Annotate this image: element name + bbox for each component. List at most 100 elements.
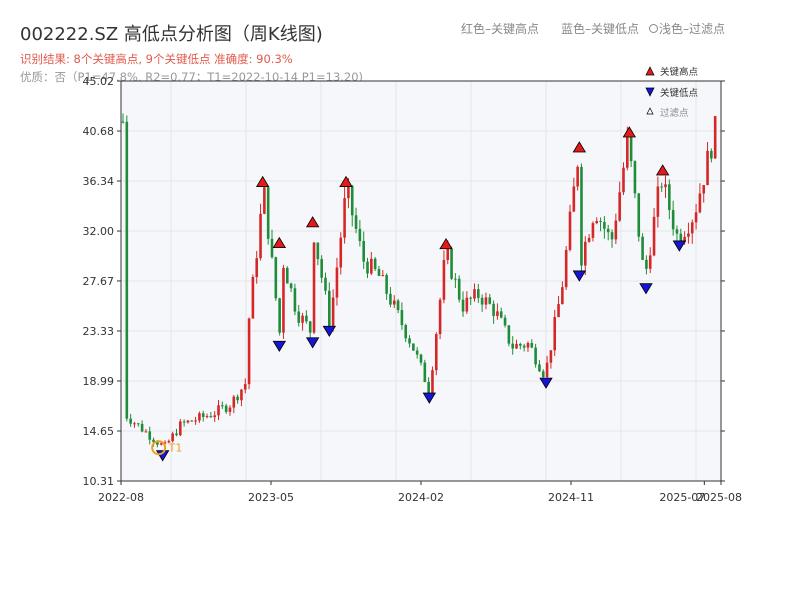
candle-body [404, 325, 408, 339]
candle-body [186, 420, 190, 423]
candle-body [484, 297, 488, 305]
candle-body [526, 343, 530, 348]
legend-low-label: 关键低点 [660, 87, 699, 99]
candle-body [201, 413, 205, 417]
x-tick-label: 2025-08 [696, 491, 742, 504]
legend-blue-text: 蓝色–关键低点 [561, 22, 640, 36]
candle-body [557, 304, 560, 318]
candle-body [671, 210, 675, 230]
candle-body [603, 221, 606, 229]
candle-body [648, 255, 652, 269]
t1-circle-marker [151, 440, 167, 456]
candle-body [668, 184, 671, 211]
candle-body [423, 362, 427, 382]
candle-body [702, 185, 706, 194]
candle-body [282, 267, 285, 333]
y-tick-label: 18.99 [83, 375, 115, 388]
candle-body [232, 396, 236, 408]
legend-filter-label: 浅色–过滤点 [659, 22, 726, 36]
legend-high-label: 关键高点 [660, 66, 699, 78]
candle-body [377, 269, 381, 276]
candle-body [534, 347, 537, 365]
legend-filter-label: 过滤点 [660, 107, 689, 119]
candle-body [641, 236, 644, 260]
candle-body [217, 405, 220, 416]
candle-body [121, 121, 125, 123]
candle-body [350, 185, 354, 216]
x-tick-label: 2024-11 [548, 491, 594, 504]
candle-body [293, 288, 297, 312]
legend-filter-text: 浅色–过滤点 [649, 20, 725, 37]
candle-body [148, 431, 152, 440]
candle-body [553, 317, 557, 351]
candle-body [308, 321, 312, 333]
key-low-marker [539, 377, 553, 389]
key-low-marker [272, 340, 287, 352]
key-low-marker [672, 240, 687, 252]
candle-body [240, 389, 243, 401]
candle-body [541, 371, 545, 378]
candle-body [690, 222, 694, 234]
key-high-marker [255, 175, 270, 187]
candle-body [343, 198, 346, 238]
candle-body [656, 186, 660, 217]
candle-body [400, 310, 404, 326]
candle-body [339, 237, 343, 268]
candle-body [652, 216, 656, 256]
candle-body [618, 192, 621, 221]
key-high-marker [622, 126, 637, 138]
candle-body [492, 303, 495, 316]
candle-body [213, 415, 216, 418]
candle-body [465, 297, 469, 312]
candle-body [297, 311, 301, 323]
x-tick-label: 2023-05 [248, 491, 294, 504]
candle-body [392, 300, 396, 305]
candle-body [610, 232, 614, 240]
key-low-marker [572, 270, 587, 282]
candle-body [243, 384, 247, 390]
candle-body [415, 350, 419, 355]
candle-body [362, 241, 365, 262]
y-tick-label: 14.65 [83, 425, 115, 438]
key-high-marker [655, 164, 670, 176]
candle-body [687, 233, 690, 237]
candle-body [312, 242, 316, 333]
candle-body [412, 343, 415, 351]
candle-body [190, 420, 194, 422]
legend-filter-icon [646, 107, 654, 115]
candle-body [285, 267, 289, 284]
candle-body [159, 443, 163, 445]
candle-body [499, 311, 503, 318]
candle-body [228, 407, 232, 412]
filter-circle-icon [649, 24, 658, 33]
candle-body [163, 442, 167, 444]
candle-body [408, 338, 411, 344]
candle-body [461, 299, 465, 312]
candle-body [660, 186, 663, 188]
candle-body [324, 277, 327, 291]
candle-body [385, 275, 388, 294]
candle-body [503, 317, 507, 326]
candle-body [427, 381, 430, 394]
candle-body [519, 343, 522, 346]
candle-body [434, 334, 438, 371]
candle-body [629, 136, 633, 162]
candle-body [263, 187, 266, 214]
candle-body [125, 121, 129, 419]
candle-body [549, 350, 553, 363]
result-summary: 识别结果: 8个关键高点, 9个关键低点 准确度: 90.3% [20, 52, 293, 66]
key-high-marker [339, 175, 353, 187]
candle-body [473, 289, 476, 299]
candle-body [645, 259, 648, 269]
candle-body [136, 423, 140, 425]
candle-body [236, 396, 239, 401]
candle-body [179, 421, 182, 436]
candle-body [530, 343, 534, 348]
candle-body [205, 416, 209, 418]
y-tick-label: 45.02 [83, 75, 115, 88]
candle-body [144, 431, 148, 433]
candle-body [713, 116, 717, 159]
candle-body [316, 242, 320, 260]
candle-body [614, 220, 618, 240]
